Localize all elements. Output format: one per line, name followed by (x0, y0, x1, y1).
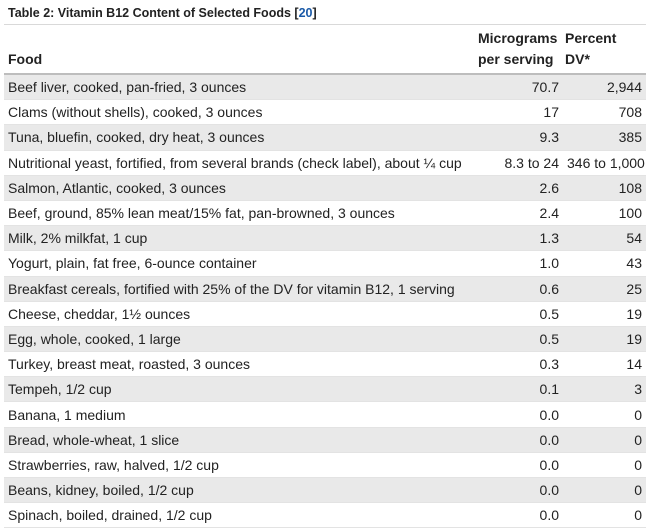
food-cell: Beef liver, cooked, pan-fried, 3 ounces (4, 74, 476, 101)
percent-dv-cell: 54 (563, 225, 646, 252)
food-cell: Salmon, Atlantic, cooked, 3 ounces (4, 175, 476, 201)
header-percent-dv: Percent DV* (563, 25, 646, 75)
table-row: Banana, 1 medium 0.0 0 (4, 401, 646, 428)
percent-dv-cell: 108 (563, 175, 646, 201)
percent-dv-cell: 3 (563, 376, 646, 403)
food-cell: Breakfast cereals, fortified with 25% of… (4, 276, 476, 302)
micrograms-cell: 0.0 (476, 477, 563, 504)
table-row: Salmon, Atlantic, cooked, 3 ounces 2.6 108 (4, 175, 646, 201)
micrograms-cell: 0.6 (476, 276, 563, 302)
caption-text: Table 2: Vitamin B12 Content of Selected… (8, 6, 299, 20)
food-cell: Egg, whole, cooked, 1 large (4, 326, 476, 353)
food-cell: Strawberries, raw, halved, 1/2 cup (4, 452, 476, 479)
header-food: Food (4, 25, 476, 75)
percent-dv-cell: 0 (563, 401, 646, 428)
percent-dv-cell: 0 (563, 452, 646, 479)
food-cell: Yogurt, plain, fat free, 6-ounce contain… (4, 250, 476, 277)
food-cell: Bread, whole-wheat, 1 slice (4, 427, 476, 453)
percent-dv-cell: 385 (563, 124, 646, 151)
micrograms-cell: 0.0 (476, 427, 563, 453)
table-row: Beans, kidney, boiled, 1/2 cup 0.0 0 (4, 477, 646, 504)
food-cell: Beans, kidney, boiled, 1/2 cup (4, 477, 476, 504)
table-row: Breakfast cereals, fortified with 25% of… (4, 276, 646, 302)
food-cell: Tuna, bluefin, cooked, dry heat, 3 ounce… (4, 124, 476, 151)
percent-dv-cell: 25 (563, 276, 646, 302)
micrograms-cell: 2.6 (476, 175, 563, 201)
micrograms-cell: 1.3 (476, 225, 563, 252)
micrograms-cell: 70.7 (476, 74, 563, 101)
table-row: Milk, 2% milkfat, 1 cup 1.3 54 (4, 225, 646, 252)
table-row: Strawberries, raw, halved, 1/2 cup 0.0 0 (4, 452, 646, 479)
percent-dv-cell: 14 (563, 351, 646, 378)
food-cell: Nutritional yeast, fortified, from sever… (4, 150, 476, 176)
table-row: Beef liver, cooked, pan-fried, 3 ounces 7… (4, 74, 646, 101)
percent-dv-cell: 0 (563, 477, 646, 504)
micrograms-cell: 1.0 (476, 250, 563, 277)
food-cell: Spinach, boiled, drained, 1/2 cup (4, 502, 476, 528)
micrograms-cell: 9.3 (476, 124, 563, 151)
table-row: Tempeh, 1/2 cup 0.1 3 (4, 376, 646, 403)
food-cell: Milk, 2% milkfat, 1 cup (4, 225, 476, 252)
table-container: Table 2: Vitamin B12 Content of Selected… (4, 3, 646, 528)
percent-dv-cell: 346 to 1,000 (563, 150, 646, 176)
header-row: Food Micrograms per serving Percent DV* (4, 25, 646, 75)
food-cell: Cheese, cheddar, 1½ ounces (4, 301, 476, 327)
table-row: Beef, ground, 85% lean meat/15% fat, pan… (4, 200, 646, 227)
micrograms-cell: 0.0 (476, 502, 563, 528)
table-row: Turkey, breast meat, roasted, 3 ounces 0.… (4, 351, 646, 378)
percent-dv-cell: 19 (563, 301, 646, 327)
micrograms-cell: 0.3 (476, 351, 563, 378)
reference-link[interactable]: 20 (298, 6, 313, 20)
micrograms-cell: 8.3 to 24 (476, 150, 563, 176)
table-row: Cheese, cheddar, 1½ ounces 0.5 19 (4, 301, 646, 327)
percent-dv-cell: 43 (563, 250, 646, 277)
percent-dv-cell: 19 (563, 326, 646, 353)
vitamin-b12-table: Food Micrograms per serving Percent DV* Be… (4, 25, 646, 528)
percent-dv-cell: 100 (563, 200, 646, 227)
caption-suffix: ] (312, 6, 317, 20)
food-cell: Clams (without shells), cooked, 3 ounces (4, 99, 476, 126)
micrograms-cell: 17 (476, 99, 563, 126)
food-cell: Tempeh, 1/2 cup (4, 376, 476, 403)
table-row: Bread, whole-wheat, 1 slice 0.0 0 (4, 427, 646, 453)
percent-dv-cell: 2,944 (563, 74, 646, 101)
micrograms-cell: 0.0 (476, 452, 563, 479)
micrograms-cell: 0.0 (476, 401, 563, 428)
percent-dv-cell: 0 (563, 502, 646, 528)
micrograms-cell: 0.5 (476, 326, 563, 353)
header-micrograms: Micrograms per serving (476, 25, 563, 75)
micrograms-cell: 2.4 (476, 200, 563, 227)
table-row: Tuna, bluefin, cooked, dry heat, 3 ounce… (4, 124, 646, 151)
table-row: Clams (without shells), cooked, 3 ounces… (4, 99, 646, 126)
table-row: Yogurt, plain, fat free, 6-ounce contain… (4, 250, 646, 277)
table-row: Nutritional yeast, fortified, from sever… (4, 150, 646, 176)
percent-dv-cell: 708 (563, 99, 646, 126)
table-row: Spinach, boiled, drained, 1/2 cup 0.0 0 (4, 502, 646, 528)
percent-dv-cell: 0 (563, 427, 646, 453)
food-cell: Banana, 1 medium (4, 401, 476, 428)
food-cell: Turkey, breast meat, roasted, 3 ounces (4, 351, 476, 378)
micrograms-cell: 0.5 (476, 301, 563, 327)
table-caption: Table 2: Vitamin B12 Content of Selected… (4, 3, 646, 25)
micrograms-cell: 0.1 (476, 376, 563, 403)
table-body: Beef liver, cooked, pan-fried, 3 ounces 7… (4, 74, 646, 528)
food-cell: Beef, ground, 85% lean meat/15% fat, pan… (4, 200, 476, 227)
table-row: Egg, whole, cooked, 1 large 0.5 19 (4, 326, 646, 353)
